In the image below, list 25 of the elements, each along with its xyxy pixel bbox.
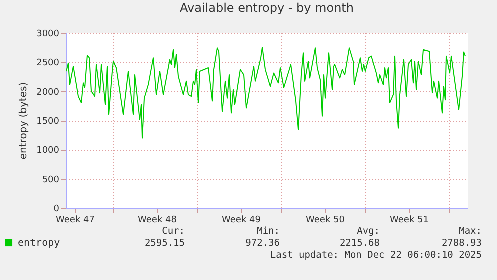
y-tick-label: 3000 — [36, 30, 60, 40]
y-tick-label: 0 — [54, 204, 60, 214]
y-tick-label: 500 — [42, 175, 60, 186]
y-tick-label: 2500 — [36, 58, 60, 69]
y-tick-label: 1000 — [36, 146, 60, 156]
text: 972.36 — [246, 238, 280, 249]
x-tick-label: Week 48 — [138, 216, 178, 226]
text: Avg: — [357, 226, 380, 237]
y-tick-label: 1500 — [36, 117, 60, 127]
line-series — [66, 47, 466, 139]
x-tick-label: Week 49 — [222, 216, 262, 226]
y-axis-title: entropy (bytes) — [18, 82, 30, 160]
text: 2215.68 — [340, 238, 380, 249]
text: 2788.93 — [442, 238, 482, 249]
chart-title: Available entropy - by month — [180, 1, 354, 15]
text: Last update: Mon Dec 22 06:00:10 2025 — [270, 250, 482, 261]
text: 2595.15 — [144, 238, 185, 249]
text: Min: — [257, 226, 280, 237]
x-tick-label: Week 47 — [56, 216, 95, 226]
x-tick-label: Week 50 — [306, 216, 346, 226]
text: Max: — [459, 226, 482, 237]
x-tick-label: Week 51 — [390, 216, 429, 226]
y-tick-label: 2000 — [36, 88, 60, 98]
legend-label: entropy — [18, 238, 60, 249]
text: Cur: — [162, 226, 185, 237]
